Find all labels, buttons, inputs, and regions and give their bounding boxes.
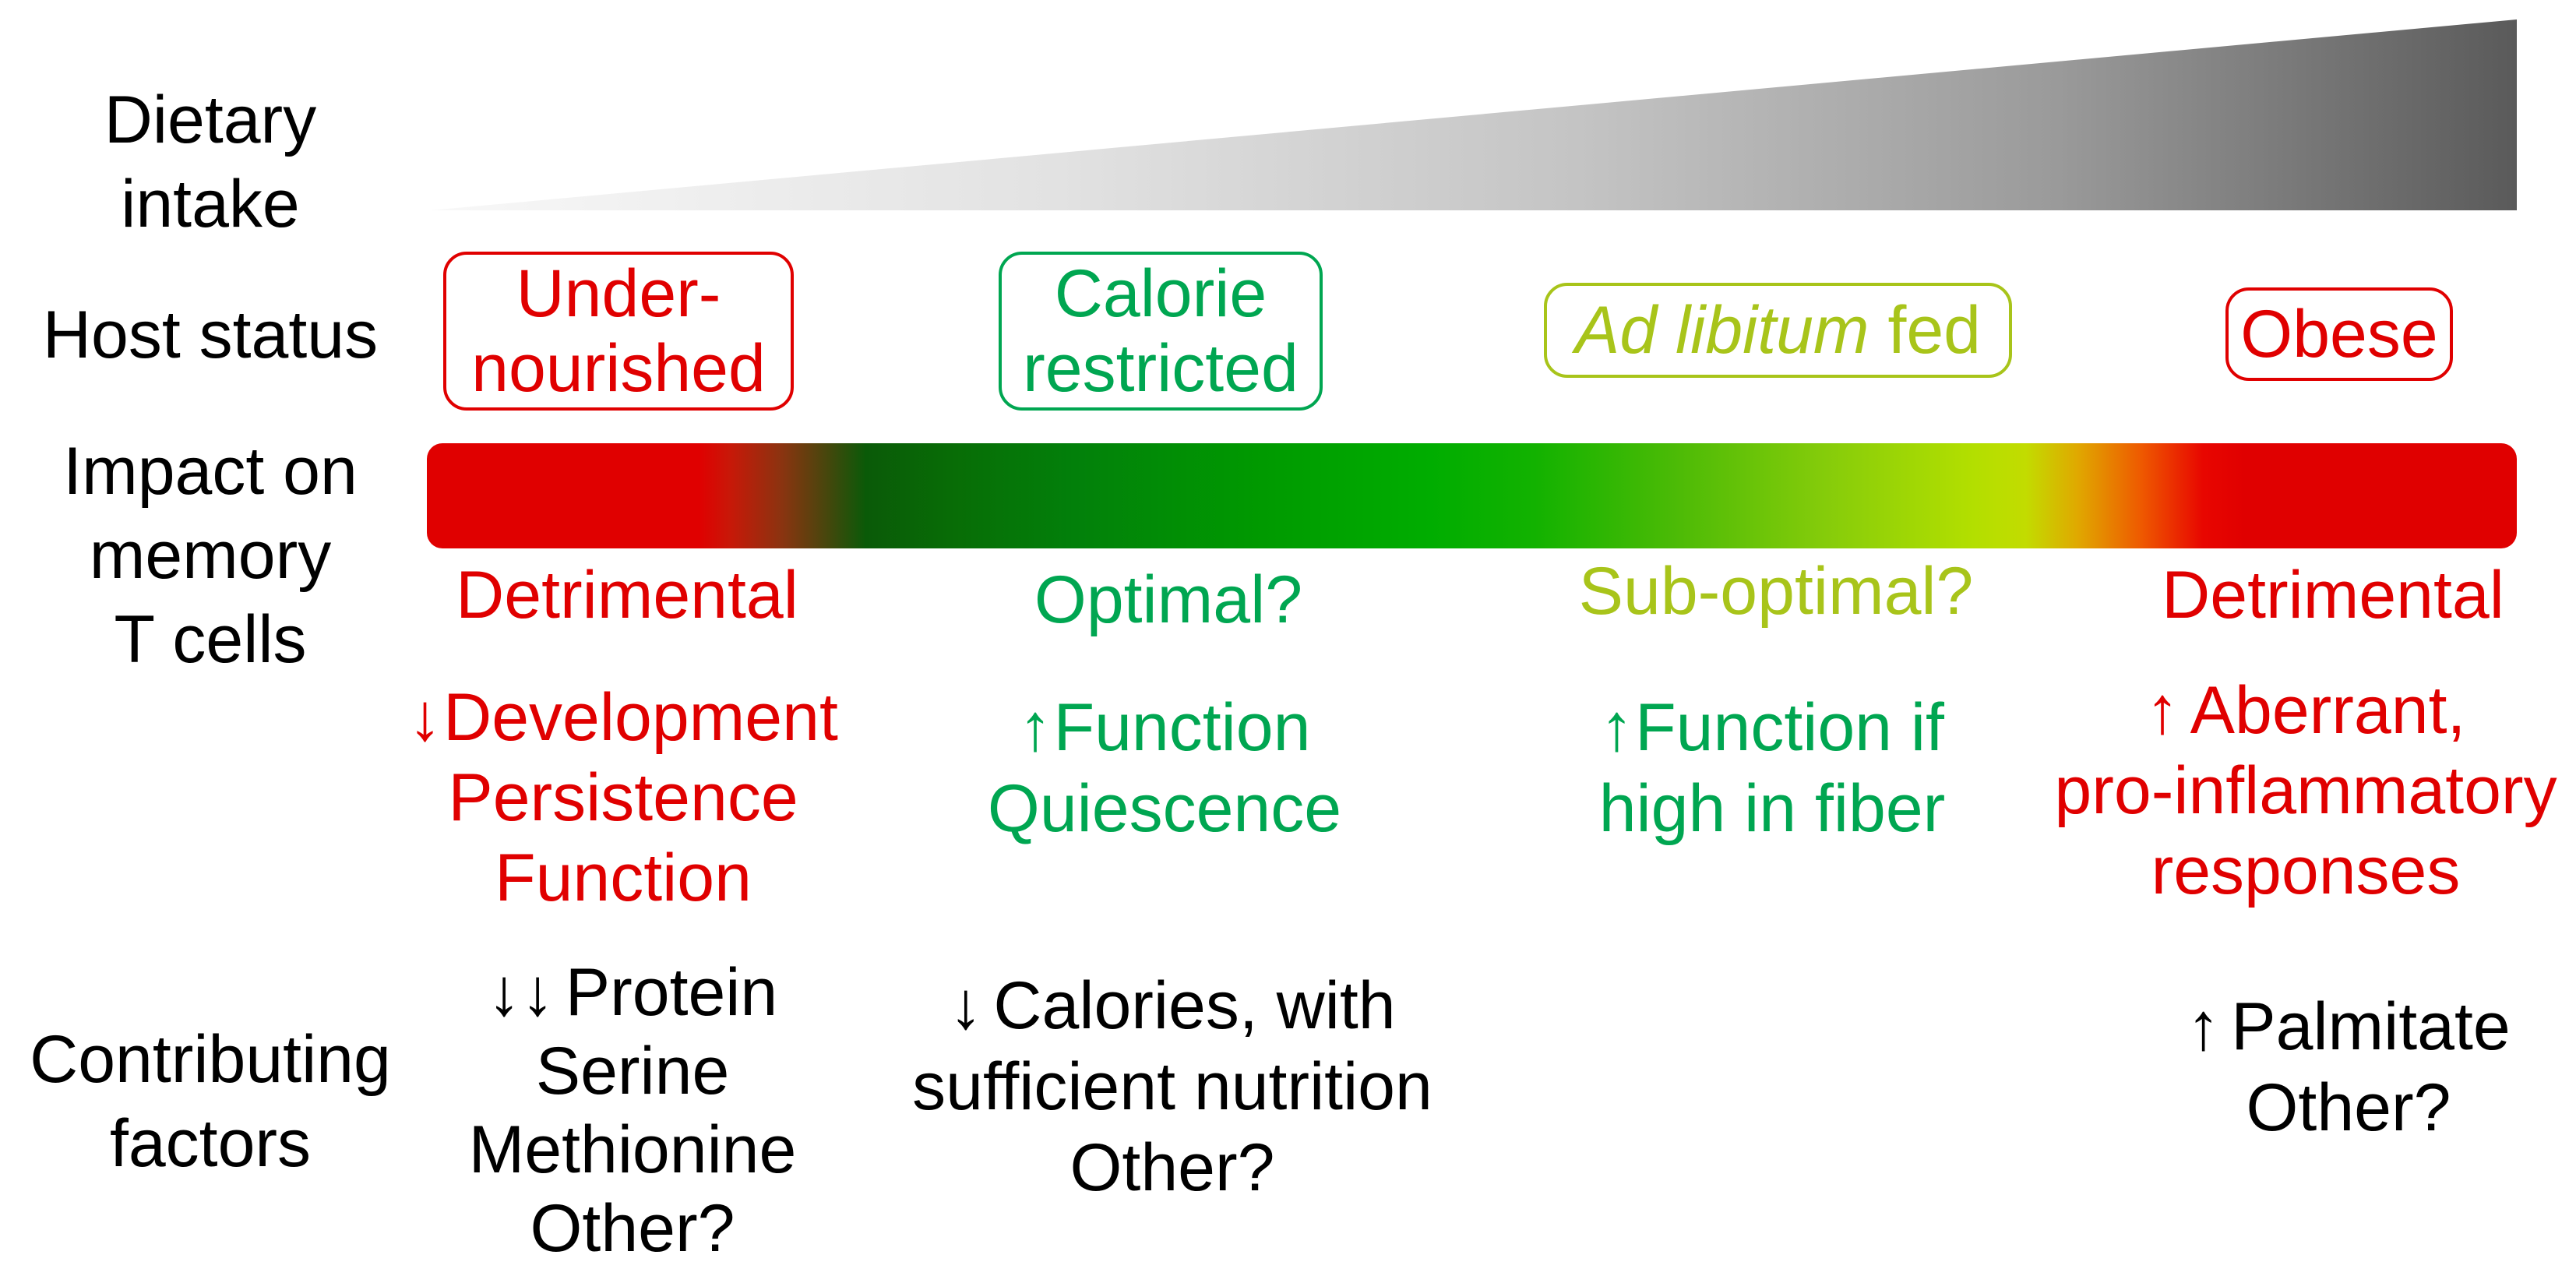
effect-line: Function [495,841,752,915]
effect-text: Function if [1635,690,1944,765]
dietary-intake-wedge [431,19,2517,210]
dietary-intake-label-line: intake [121,167,300,241]
effect-line: ↑Function [907,687,1422,768]
impact-label-ad-libitum: Sub-optimal? [1578,554,1974,629]
factor-line: Methionine [468,1112,797,1187]
host-status-label: Host status [42,298,379,372]
contributing-factors-label-line: factors [109,1106,312,1181]
impact-label-undernourished: Detrimental [456,558,798,633]
factor-text: Calories, with [993,968,1396,1043]
dietary-intake-label-line: Dietary [104,83,317,157]
factor-line: Other? [530,1191,735,1266]
contributing-factors-label: Contributing factors [16,1017,405,1186]
impact-label-line: Impact on [63,434,358,509]
host-status-text: restricted [1023,331,1299,406]
factor-line: ↓ Calories, with [876,965,1468,1046]
double-down-arrow-icon: ↓↓ [487,955,555,1030]
host-status-text: Under- [516,256,721,331]
up-arrow-icon: ↑ [1600,690,1634,765]
factor-text: Palmitate [2231,989,2511,1064]
host-status-obese-box: Obese [2225,287,2453,381]
effects-undernourished: ↓Development Persistence Function [366,678,880,918]
impact-label-calorie-restricted: Optimal? [1034,562,1303,637]
down-arrow-icon: ↓ [408,680,442,755]
effects-ad-libitum: ↑Function if high in fiber [1515,687,2029,849]
host-status-text: nourished [471,331,766,406]
contributing-factors-label-line: Contributing [30,1022,391,1097]
impact-gradient-bar [427,443,2517,548]
impact-label-line: T cells [114,602,307,677]
effect-line: ↑Function if [1515,687,2029,768]
host-status-italic-text: Ad libitum [1574,293,1869,368]
effect-line: ↓Development [366,678,880,758]
effects-calorie-restricted: ↑Function Quiescence [907,687,1422,849]
up-arrow-icon: ↑ [2145,673,2180,748]
effect-line: Quiescence [987,771,1342,846]
factors-obese: ↑ Palmitate Other? [2130,986,2567,1148]
up-arrow-icon: ↑ [2187,989,2221,1064]
effect-line: Persistence [448,760,798,835]
factors-calorie-restricted: ↓ Calories, with sufficient nutrition Oth… [876,965,1468,1208]
effect-line: pro-inflammatory [2054,753,2557,828]
factor-line: ↑ Palmitate [2130,986,2567,1067]
factor-line: sufficient nutrition [912,1049,1432,1124]
effect-line: high in fiber [1598,771,1946,846]
effect-text: Development [443,680,838,755]
effect-line: responses [2151,834,2461,908]
factor-line: Other? [2246,1070,2451,1145]
host-status-text: Calorie [1054,256,1267,331]
factor-line: Serine [535,1034,730,1109]
factors-undernourished: ↓↓ Protein Serine Methionine Other? [399,953,866,1268]
factor-text: Protein [565,955,778,1030]
host-status-text: Obese [2240,297,2438,372]
host-status-plain-text: fed [1869,293,1982,368]
effect-text: Function [1053,690,1311,765]
impact-label-line: memory [89,518,332,593]
up-arrow-icon: ↑ [1018,690,1052,765]
effects-obese: ↑ Aberrant, pro-inflammatory responses [2049,671,2563,911]
host-status-calorie-restricted-box: Calorie restricted [999,252,1323,411]
down-arrow-icon: ↓ [949,968,983,1043]
host-status-undernourished-box: Under- nourished [443,252,794,411]
host-status-text: Ad libitum fed [1575,293,1981,368]
dietary-intake-label: Dietary intake [16,78,405,246]
host-status-ad-libitum-box: Ad libitum fed [1544,283,2012,378]
impact-label-obese: Detrimental [2162,558,2504,633]
impact-on-memory-t-cells-label: Impact on memory T cells [16,429,405,682]
factor-line: Other? [1070,1130,1275,1205]
effect-text: Aberrant, [2190,673,2466,748]
effect-line: ↑ Aberrant, [2049,671,2563,751]
factor-line: ↓↓ Protein [399,953,866,1032]
